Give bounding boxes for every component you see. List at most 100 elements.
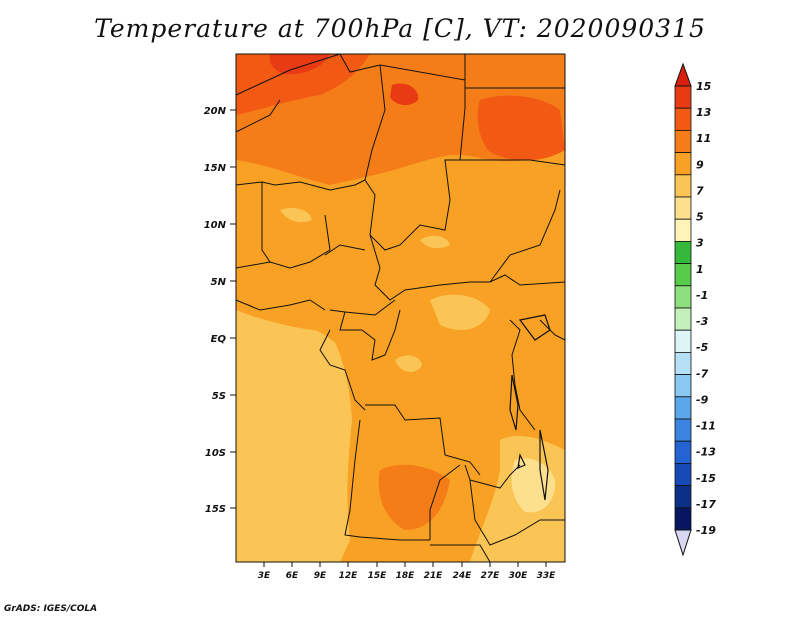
lat-label: EQ	[211, 334, 227, 345]
lon-label: 15E	[368, 571, 388, 581]
lat-label: 5N	[211, 277, 227, 288]
border-line	[344, 419, 430, 541]
lake-outline	[518, 314, 551, 341]
colorbar-cell	[674, 440, 692, 464]
border-line	[235, 53, 341, 96]
colorbar-top-arrow	[674, 62, 692, 87]
lat-label: 10S	[205, 448, 226, 459]
longitude-axis: 3E 6E 9E 12E 15E 18E 21E 24E 27E 30E 33E	[258, 562, 556, 581]
hot-spot-sudan	[390, 83, 419, 106]
border-line	[464, 464, 521, 489]
light-blob-nigeria	[280, 208, 312, 223]
colorbar-label: 1	[696, 263, 704, 276]
colorbar-label: 13	[696, 106, 712, 119]
lat-label: 15N	[204, 163, 227, 174]
colorbar-cell	[674, 263, 692, 287]
map-field	[235, 53, 566, 563]
colorbar-cell	[674, 507, 692, 531]
colorbar-label: -13	[696, 446, 716, 459]
colorbar-cell	[674, 351, 692, 375]
lake-outline	[509, 374, 519, 431]
border-line	[509, 319, 536, 431]
colorbar-cells	[674, 85, 692, 531]
colorbar-cell	[674, 307, 692, 331]
lakes	[509, 314, 551, 501]
colorbar-cell	[674, 329, 692, 353]
colorbar-label: 9	[696, 158, 704, 171]
colorbar-label: 11	[696, 132, 711, 145]
border-line	[429, 464, 461, 540]
lon-label: 18E	[396, 571, 416, 581]
hot-region-northeast	[477, 95, 565, 161]
colorbar-cell	[674, 218, 692, 242]
border-line	[339, 309, 401, 361]
light-blob-car	[420, 235, 450, 249]
colorbar-cell	[674, 462, 692, 486]
border-line	[235, 99, 281, 133]
map-frame	[235, 53, 566, 563]
colorbar: 15 13 11 9 7 5 3 1 -1 -3 -5 -7 -9 -11 -13 -15 -17 -19	[674, 62, 716, 557]
lon-label: 9E	[314, 571, 327, 581]
lon-label: 3E	[258, 571, 271, 581]
border-line	[261, 182, 271, 263]
colorbar-label: 7	[696, 184, 704, 197]
colorbar-bottom-arrow	[674, 529, 692, 557]
colorbar-label: 5	[696, 211, 704, 224]
lake-outline	[517, 453, 526, 469]
border-line	[364, 64, 386, 181]
lat-label: 10N	[204, 220, 227, 231]
light-blob-congo-2	[395, 355, 422, 372]
border-line	[235, 299, 326, 311]
colorbar-label: -9	[696, 393, 709, 406]
border-line	[324, 244, 366, 256]
border-line	[430, 544, 491, 563]
colorbar-cell	[674, 240, 692, 264]
lon-label: 6E	[286, 571, 299, 581]
lon-label: 24E	[453, 571, 473, 581]
grads-credit: GrADS: IGES/COLA	[4, 604, 98, 614]
border-line	[459, 54, 466, 161]
colorbar-cell	[674, 129, 692, 153]
latitude-axis: 20N 15N 10N 5N EQ 5S 10S 15S	[204, 106, 236, 515]
map-title: Temperature at 700hPa [C], VT: 202009031…	[94, 14, 706, 43]
colorbar-labels: 15 13 11 9 7 5 3 1 -1 -3 -5 -7 -9 -11 -13 -15 -17 -19	[696, 80, 716, 537]
pale-region-southeast	[511, 458, 556, 513]
border-line	[329, 299, 396, 316]
colorbar-label: -7	[696, 367, 709, 380]
border-line	[235, 214, 331, 269]
lon-label: 30E	[509, 571, 529, 581]
lat-label: 20N	[204, 106, 227, 117]
border-line	[319, 329, 366, 411]
colorbar-cell	[674, 418, 692, 442]
colorbar-cell	[674, 396, 692, 420]
colorbar-label: -11	[696, 420, 716, 433]
colorbar-label: -1	[696, 289, 708, 302]
country-borders	[235, 53, 566, 563]
colorbar-cell	[674, 374, 692, 398]
lat-label: 5S	[212, 391, 226, 402]
colorbar-cell	[674, 107, 692, 131]
lon-label: 27E	[481, 571, 501, 581]
border-line	[364, 159, 566, 251]
colorbar-cell	[674, 85, 692, 109]
lake-outline	[539, 429, 549, 501]
colorbar-label: -3	[696, 315, 709, 328]
light-region-southwest	[236, 310, 352, 562]
colorbar-cell	[674, 485, 692, 509]
colorbar-label: 3	[696, 237, 704, 250]
colorbar-cell	[674, 174, 692, 198]
lon-label: 33E	[537, 571, 557, 581]
hot-region-northwest	[236, 54, 370, 115]
border-line	[539, 319, 566, 341]
border-line	[469, 479, 565, 546]
border-line	[365, 404, 481, 476]
lon-label: 21E	[424, 571, 444, 581]
colorbar-label: -5	[696, 341, 709, 354]
warm-region-angola	[378, 464, 450, 530]
colorbar-label: -19	[696, 524, 716, 537]
colorbar-cell	[674, 152, 692, 176]
border-line	[369, 234, 566, 301]
light-blob-congo-1	[430, 294, 490, 330]
colorbar-label: -15	[696, 472, 716, 485]
